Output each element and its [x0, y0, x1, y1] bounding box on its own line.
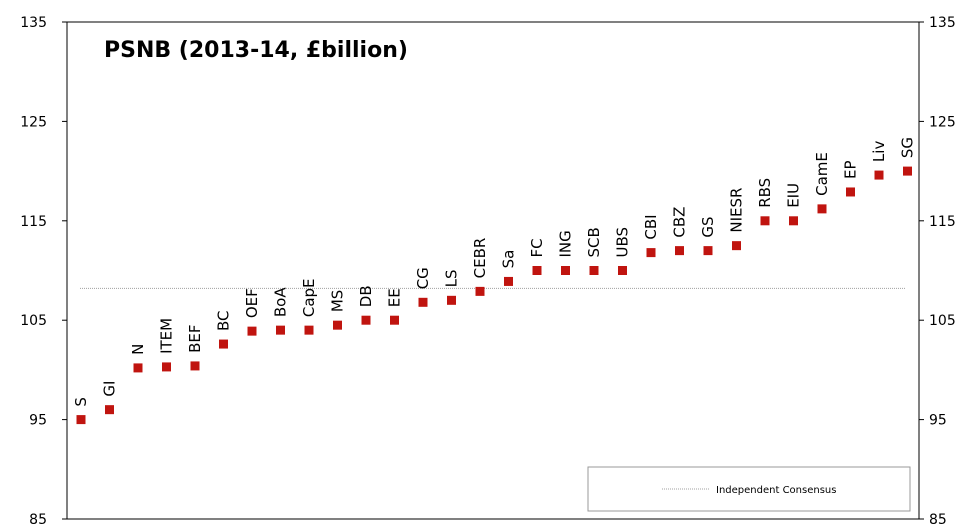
right-tick-label: 115: [929, 214, 956, 230]
category-label-eiu: EIU: [785, 183, 803, 208]
data-point-cbz: [675, 246, 684, 256]
legend-label-consensus: Independent Consensus: [716, 485, 836, 496]
data-point-ing: [561, 266, 570, 275]
category-label-bc: BC: [215, 311, 233, 332]
category-label-gs: GS: [699, 216, 717, 237]
data-point-boa: [276, 325, 285, 335]
category-label-cbz: CBZ: [671, 207, 689, 238]
category-label-cg: CG: [414, 267, 432, 289]
data-point-ee: [390, 315, 399, 325]
data-point-gs: [703, 246, 713, 256]
category-label-niesr: NIESR: [728, 188, 746, 233]
category-label-ubs: UBS: [614, 227, 632, 258]
data-point-liv: [874, 170, 884, 180]
category-label-db: DB: [357, 285, 375, 307]
data-point-item: [162, 362, 171, 372]
left-tick-label: 125: [20, 114, 47, 130]
category-label-fc: FC: [528, 238, 546, 257]
data-points: [76, 166, 912, 425]
data-point-cbi: [646, 248, 656, 258]
data-point-rbs: [760, 216, 770, 226]
data-point-gi: [105, 405, 114, 415]
data-point-sg: [903, 166, 912, 176]
data-point-oef: [247, 326, 257, 336]
chart-title: PSNB (2013-14, £billion): [104, 38, 408, 63]
left-tick-label: 105: [20, 313, 47, 329]
category-label-ls: LS: [443, 269, 461, 287]
category-label-liv: Liv: [870, 141, 888, 163]
right-axis-ticks: 85 95 105 115 125 135: [919, 15, 956, 528]
category-label-s: S: [72, 397, 90, 407]
left-axis-ticks: 85 95 105 115 125 135: [20, 15, 67, 528]
category-label-cape: CapE: [300, 278, 318, 317]
category-label-ep: EP: [842, 160, 860, 179]
category-label-came: CamE: [813, 152, 831, 196]
left-tick-label: 95: [29, 413, 47, 429]
category-labels: S GI N ITEM BEF BC OEF BoA CapE MS DB EE CG LS CEBR Sa F…: [72, 137, 917, 407]
data-point-db: [361, 315, 371, 325]
category-label-boa: BoA: [272, 287, 290, 317]
legend: Independent Consensus: [587, 466, 911, 512]
data-point-cebr: [475, 286, 485, 296]
category-label-bef: BEF: [186, 325, 204, 353]
category-label-sg: SG: [899, 137, 917, 158]
left-tick-label: 135: [20, 15, 47, 31]
data-point-ls: [447, 295, 456, 305]
category-label-ee: EE: [386, 288, 404, 307]
data-point-niesr: [732, 241, 741, 251]
plot-area-frame: [66, 21, 920, 520]
data-point-sa: [504, 276, 513, 286]
data-point-scb: [589, 266, 599, 275]
data-point-n: [133, 363, 143, 373]
category-label-n: N: [129, 344, 147, 355]
data-point-s: [76, 415, 86, 425]
right-tick-label: 95: [929, 413, 947, 429]
data-point-ms: [333, 320, 342, 330]
category-label-rbs: RBS: [756, 178, 774, 208]
data-point-came: [817, 204, 827, 214]
category-label-sa: Sa: [500, 250, 518, 269]
category-label-scb: SCB: [585, 227, 603, 257]
category-label-oef: OEF: [243, 288, 261, 318]
data-point-ep: [846, 187, 855, 197]
left-tick-label: 85: [29, 512, 47, 528]
right-tick-label: 135: [929, 15, 956, 31]
right-tick-label: 125: [929, 114, 956, 130]
data-point-bc: [219, 339, 228, 349]
data-point-ubs: [618, 266, 627, 275]
data-point-eiu: [789, 216, 798, 226]
data-point-cape: [304, 325, 314, 335]
right-tick-label: 85: [929, 512, 947, 528]
category-label-cbi: CBI: [642, 214, 660, 239]
category-label-item: ITEM: [158, 318, 176, 354]
right-tick-label: 105: [929, 313, 956, 329]
data-point-bef: [190, 361, 200, 371]
legend-box: [587, 466, 911, 512]
category-label-ms: MS: [329, 290, 347, 312]
data-point-cg: [418, 297, 428, 307]
category-label-cebr: CEBR: [471, 238, 489, 279]
category-label-ing: ING: [557, 230, 575, 257]
data-point-fc: [532, 266, 542, 275]
category-label-gi: GI: [101, 381, 119, 397]
left-tick-label: 115: [20, 214, 47, 230]
